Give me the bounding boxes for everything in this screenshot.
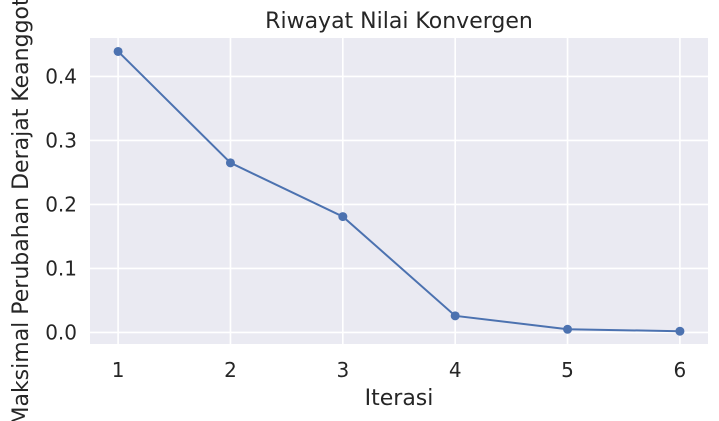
y-tick-label: 0.0 — [45, 320, 77, 344]
data-point — [675, 326, 685, 336]
chart-title: Riwayat Nilai Konvergen — [265, 9, 533, 34]
data-point — [113, 46, 123, 56]
x-tick-label: 3 — [336, 358, 349, 382]
x-tick-label: 4 — [449, 358, 462, 382]
x-tick-labels: 1 2 3 4 5 6 — [112, 358, 687, 382]
data-point — [225, 158, 235, 168]
y-axis-label: Maksimal Perubahan Derajat Keanggotaan — [9, 0, 34, 421]
x-tick-label: 6 — [674, 358, 687, 382]
grid — [90, 38, 708, 344]
data-point — [563, 324, 573, 334]
series-layer — [113, 46, 685, 336]
x-tick-label: 5 — [561, 358, 574, 382]
data-point — [338, 212, 348, 222]
x-tick-label: 2 — [224, 358, 237, 382]
y-tick-label: 0.2 — [45, 192, 77, 216]
y-tick-label: 0.4 — [45, 64, 77, 88]
series-line — [117, 50, 680, 333]
y-tick-label: 0.3 — [45, 128, 77, 152]
y-tick-labels: 0.0 0.1 0.2 0.3 0.4 — [45, 64, 77, 344]
plot-area — [90, 38, 708, 344]
x-tick-label: 1 — [112, 358, 125, 382]
x-axis-label: Iterasi — [365, 386, 434, 411]
y-tick-label: 0.1 — [45, 256, 77, 280]
data-point — [450, 311, 460, 321]
